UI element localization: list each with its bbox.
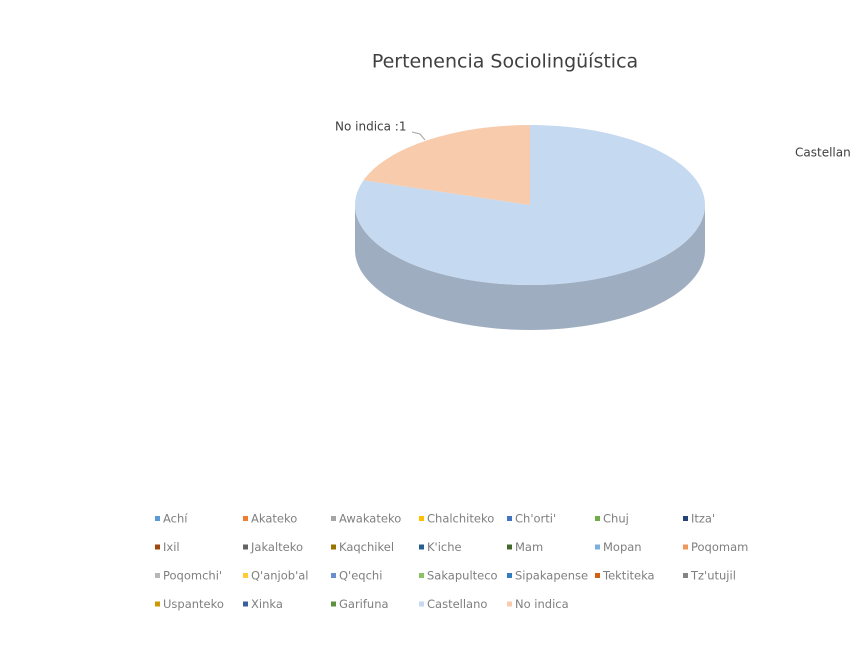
legend-label: Q'anjob'al <box>251 569 308 583</box>
legend-swatch <box>595 544 600 550</box>
legend-label: Poqomchi' <box>163 569 222 583</box>
legend-swatch <box>331 544 336 550</box>
legend-swatch <box>419 516 424 521</box>
legend-label: Awakateko <box>339 512 401 526</box>
legend-label: Tz'utujil <box>690 569 736 583</box>
legend-label: Garifuna <box>339 597 389 611</box>
legend-swatch <box>331 573 336 578</box>
legend-swatch <box>507 573 512 578</box>
legend-label: Ixil <box>163 540 180 554</box>
legend-swatch <box>683 573 688 578</box>
legend-label: Jakalteko <box>250 540 303 554</box>
legend-swatch <box>683 516 688 521</box>
legend-swatch <box>243 573 248 578</box>
legend-label: Castellano <box>427 597 487 611</box>
legend-swatch <box>419 544 424 550</box>
legend-swatch <box>243 516 248 521</box>
legend-swatch <box>155 516 160 521</box>
legend-label: Chalchiteko <box>427 512 494 526</box>
legend-label: Kaqchikel <box>339 540 394 554</box>
chart-title: Pertenencia Sociolingüística <box>372 51 638 73</box>
legend-label: Sipakapense <box>515 569 588 583</box>
legend-label: No indica <box>515 597 569 611</box>
legend-label: Uspanteko <box>163 597 224 611</box>
data-label: Castellano :4 <box>795 146 850 160</box>
legend-swatch <box>155 601 160 607</box>
legend-label: Chuj <box>603 512 629 526</box>
legend-swatch <box>331 601 336 607</box>
legend-swatch <box>595 516 600 521</box>
legend-label: Xinka <box>251 597 283 611</box>
legend-label: Poqomam <box>691 540 748 554</box>
legend-label: Tektiteka <box>602 569 655 583</box>
legend-label: K'iche <box>427 540 462 554</box>
legend-swatch <box>155 573 160 578</box>
legend-swatch <box>419 601 424 607</box>
legend-swatch <box>683 544 688 550</box>
legend-label: Mopan <box>603 540 642 554</box>
legend-swatch <box>155 544 160 550</box>
legend-swatch <box>243 601 248 607</box>
pie-side <box>355 205 705 330</box>
legend-label: Sakapulteco <box>427 569 498 583</box>
legend-swatch <box>507 544 512 550</box>
legend-label: Achí <box>163 512 188 526</box>
legend-swatch <box>507 516 512 521</box>
legend-label: Akateko <box>251 512 297 526</box>
data-label: No indica :1 <box>335 120 406 134</box>
legend-label: Mam <box>515 540 543 554</box>
legend-label: Q'eqchi <box>339 569 382 583</box>
legend-label: Ch'orti' <box>515 512 556 526</box>
legend-swatch <box>331 516 336 521</box>
legend-swatch <box>419 573 424 578</box>
legend-swatch <box>595 573 600 578</box>
legend-swatch <box>507 601 512 607</box>
leader-line <box>411 131 426 141</box>
legend-swatch <box>243 544 248 550</box>
pie-slice <box>363 125 530 205</box>
legend-label: Itza' <box>691 512 715 526</box>
